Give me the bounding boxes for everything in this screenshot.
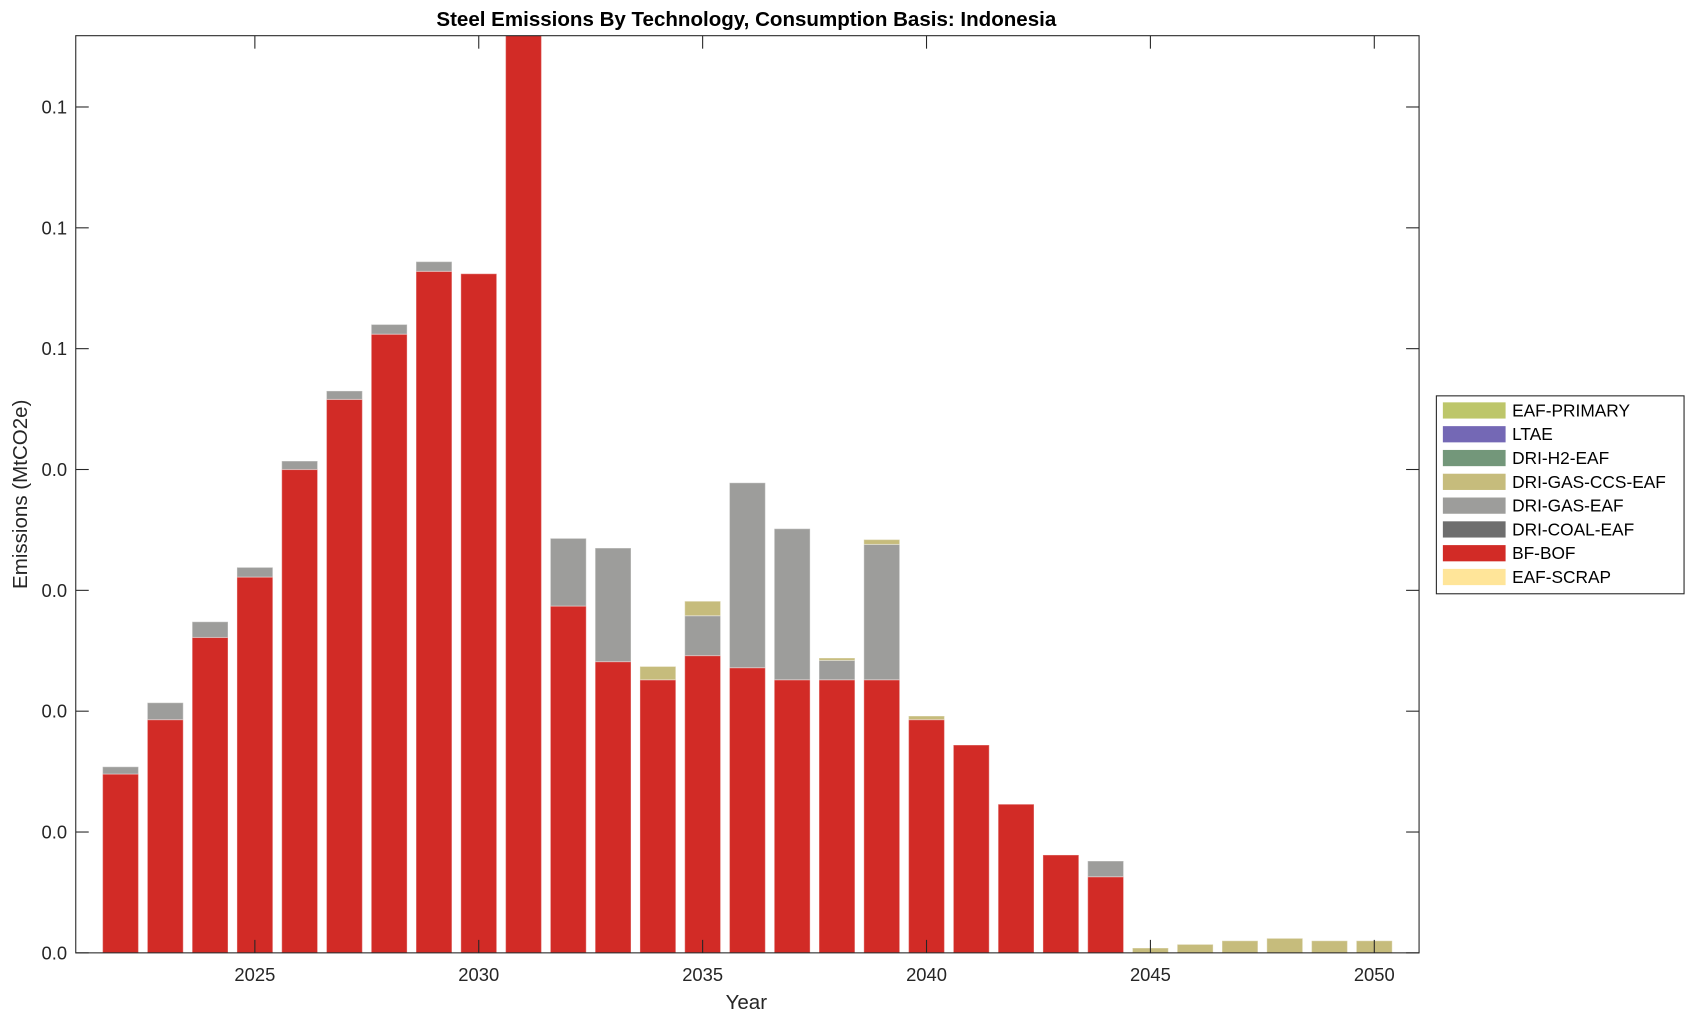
- x-tick-label: 2050: [1354, 964, 1395, 985]
- y-axis-title: Emissions (MtCO2e): [9, 400, 32, 589]
- bar-dri-gas-ccs-eaf-2034: [639, 665, 677, 681]
- bar-dri-gas-eaf-2027: [325, 390, 363, 400]
- bar-dri-gas-eaf-2044: [1087, 860, 1125, 878]
- legend-label-ltae: LTAE: [1512, 424, 1553, 444]
- legend-swatch-eaf-primary: [1442, 402, 1506, 419]
- bar-dri-gas-ccs-eaf-2040: [908, 715, 945, 721]
- legend-label-dri-coal-eaf: DRI-COAL-EAF: [1512, 519, 1634, 539]
- legend-label-eaf-primary: EAF-PRIMARY: [1512, 400, 1630, 420]
- bar-bf-bof-2043: [1042, 854, 1080, 953]
- bar-dri-gas-eaf-2028: [370, 323, 408, 335]
- legend-label-dri-gas-ccs-eaf: DRI-GAS-CCS-EAF: [1512, 472, 1666, 492]
- x-tick-label: 2025: [234, 964, 275, 985]
- bar-dri-gas-ccs-eaf-2046: [1176, 943, 1214, 953]
- bar-bf-bof-2044: [1087, 876, 1125, 953]
- plot-area-frame: [75, 35, 1420, 954]
- bar-bf-bof-2023: [146, 719, 184, 953]
- bar-dri-gas-eaf-2023: [146, 702, 184, 721]
- legend-swatch-dri-coal-eaf: [1442, 521, 1506, 538]
- bar-dri-gas-eaf-2024: [191, 621, 229, 639]
- y-tick-label: 0.0: [42, 822, 68, 843]
- ticks-layer: 0.0 0.0 0.0 0.0 0.0 0.1 0.1 0.1 2025 2030 2035 2040…: [42, 35, 1420, 985]
- bar-dri-gas-eaf-2032: [549, 537, 587, 607]
- bar-dri-gas-ccs-eaf-2038: [818, 657, 856, 661]
- legend-swatch-dri-gas-ccs-eaf: [1442, 473, 1506, 490]
- bar-dri-gas-ccs-eaf-2035: [684, 600, 722, 617]
- x-tick-label: 2040: [906, 964, 947, 985]
- bar-bf-bof-2035: [684, 655, 722, 953]
- bar-dri-gas-eaf-2035: [684, 615, 722, 657]
- bar-bf-bof-2034: [639, 679, 677, 953]
- bar-bf-bof-2026: [281, 468, 319, 953]
- y-tick-label: 0.0: [42, 459, 68, 480]
- bar-dri-gas-ccs-eaf-2047: [1221, 940, 1259, 953]
- chart-title: Steel Emissions By Technology, Consumpti…: [436, 8, 1056, 31]
- legend-swatch-dri-gas-eaf: [1442, 497, 1506, 514]
- x-axis-title: Year: [726, 991, 768, 1014]
- bar-bf-bof-2030: [460, 273, 498, 953]
- bar-dri-gas-eaf-2037: [773, 528, 811, 681]
- bar-dri-gas-eaf-2039: [863, 543, 901, 681]
- x-tick-label: 2035: [682, 964, 723, 985]
- bar-dri-gas-eaf-2026: [281, 460, 319, 471]
- bar-bf-bof-2042: [997, 803, 1035, 953]
- bar-bf-bof-2041: [952, 744, 990, 953]
- bar-bf-bof-2038: [818, 679, 856, 953]
- legend-label-eaf-scrap: EAF-SCRAP: [1512, 567, 1611, 587]
- y-tick-label: 0.0: [42, 701, 68, 722]
- bar-bf-bof-2027: [325, 398, 363, 953]
- legend-swatch-dri-h2-eaf: [1442, 449, 1506, 467]
- bar-bf-bof-2032: [549, 605, 587, 953]
- bar-bf-bof-2031: [505, 35, 542, 953]
- legend-swatch-eaf-scrap: [1442, 568, 1506, 586]
- bar-dri-gas-eaf-2036: [728, 482, 766, 669]
- bar-bf-bof-2040: [908, 719, 945, 953]
- bar-dri-gas-ccs-eaf-2049: [1311, 940, 1348, 953]
- legend-label-dri-h2-eaf: DRI-H2-EAF: [1512, 448, 1609, 468]
- legend-label-dri-gas-eaf: DRI-GAS-EAF: [1512, 496, 1623, 516]
- y-tick-label: 0.0: [42, 580, 68, 601]
- x-tick-label: 2030: [458, 964, 499, 985]
- y-tick-label: 0.1: [42, 96, 68, 117]
- bar-bf-bof-2039: [863, 679, 901, 953]
- bar-bf-bof-2037: [773, 679, 811, 953]
- bar-dri-gas-ccs-eaf-2048: [1266, 937, 1304, 953]
- bar-dri-gas-eaf-2022: [102, 766, 139, 775]
- bars-layer: [102, 35, 1393, 953]
- bar-bf-bof-2024: [191, 636, 229, 953]
- bar-dri-gas-eaf-2033: [594, 547, 632, 663]
- bar-dri-gas-ccs-eaf-2039: [863, 539, 901, 545]
- y-tick-label: 0.1: [42, 338, 68, 359]
- legend-swatch-bf-bof: [1442, 545, 1506, 562]
- bar-bf-bof-2033: [594, 661, 632, 953]
- legend: EAF-PRIMARY LTAE DRI-H2-EAF DRI-GAS-CCS-EAF…: [1435, 395, 1685, 595]
- bar-bf-bof-2022: [102, 773, 139, 953]
- bar-bf-bof-2036: [728, 667, 766, 953]
- x-tick-label: 2045: [1130, 964, 1171, 985]
- bar-dri-gas-eaf-2025: [236, 566, 274, 578]
- y-tick-label: 0.0: [42, 942, 68, 963]
- bar-dri-gas-eaf-2038: [818, 659, 856, 681]
- bar-bf-bof-2029: [415, 270, 453, 953]
- y-tick-label: 0.1: [42, 217, 68, 238]
- bar-bf-bof-2028: [370, 333, 408, 953]
- bar-dri-gas-eaf-2029: [415, 261, 453, 272]
- legend-label-bf-bof: BF-BOF: [1512, 543, 1575, 563]
- bar-bf-bof-2025: [236, 576, 274, 953]
- legend-swatch-ltae: [1442, 426, 1506, 443]
